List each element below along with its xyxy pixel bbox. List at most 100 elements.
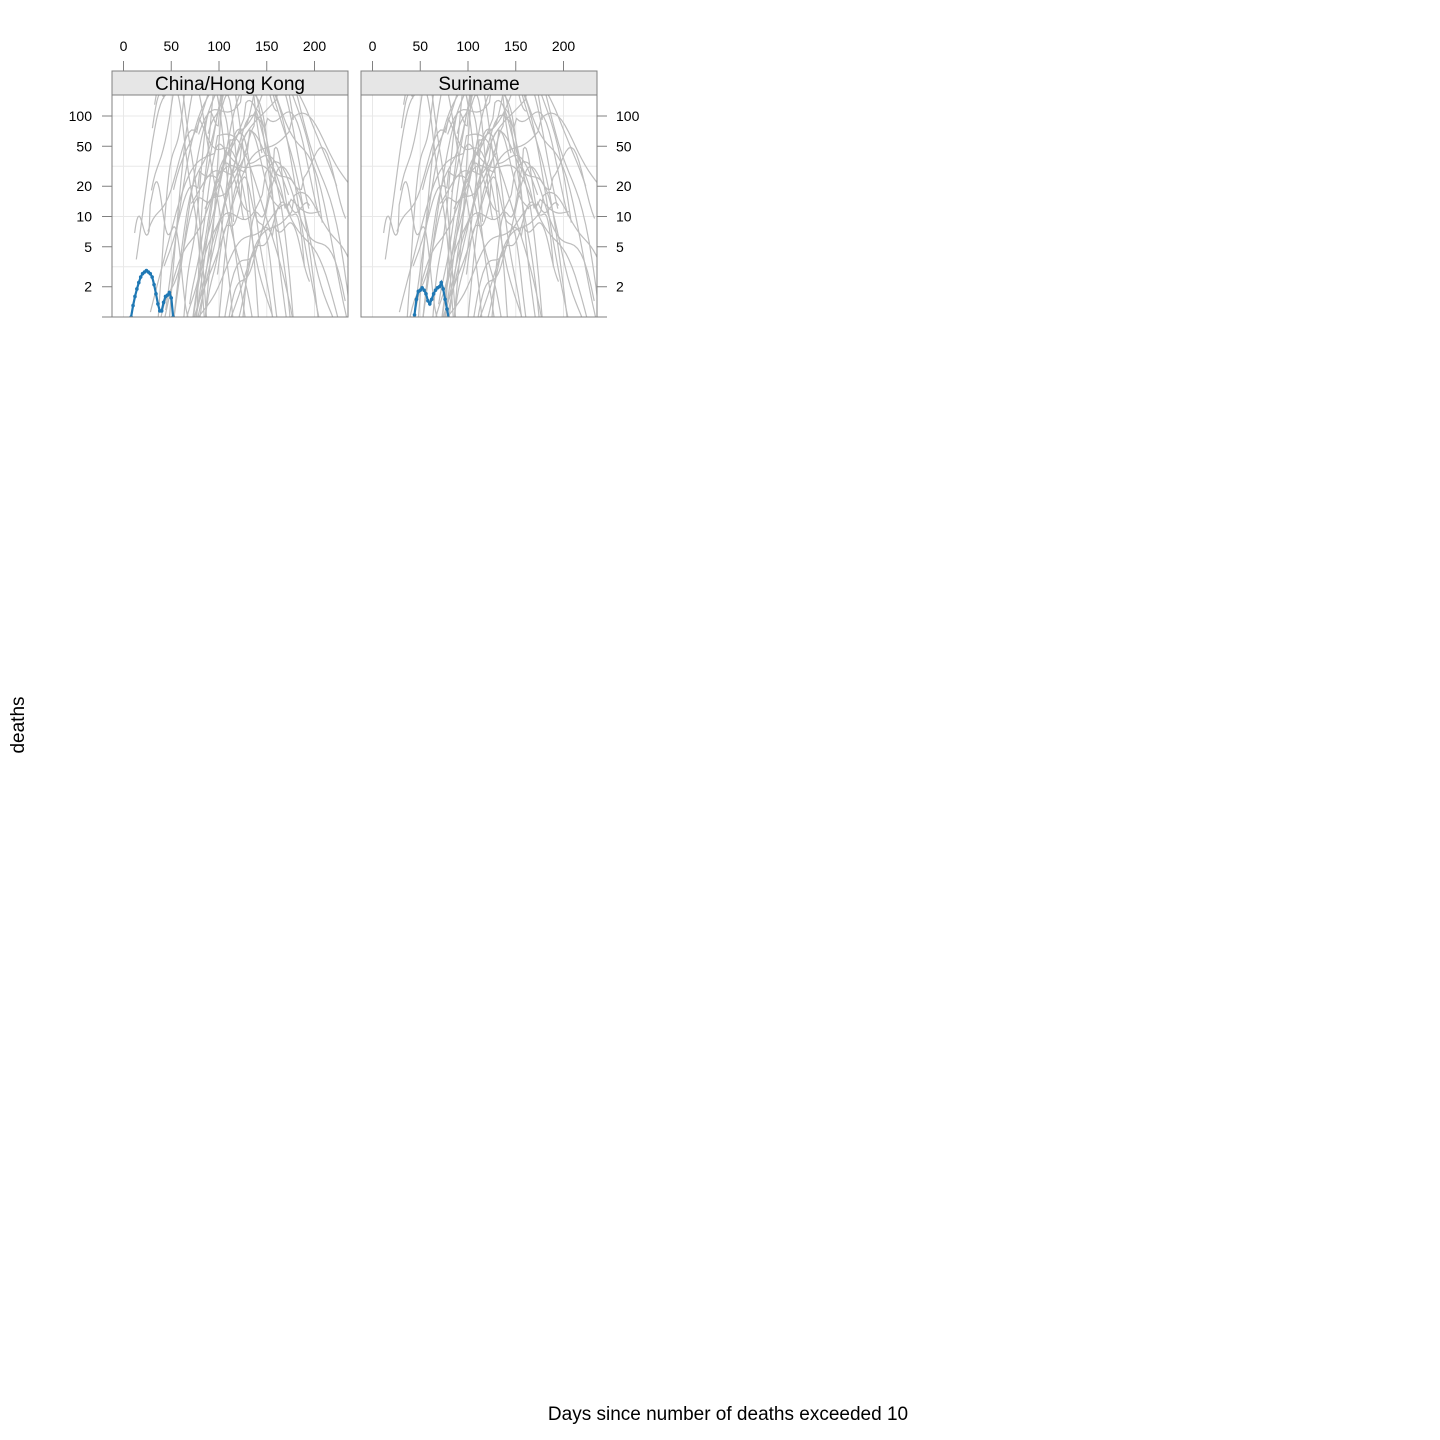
highlight-data-point: [439, 280, 444, 285]
background-series-line: [183, 95, 245, 317]
background-series-group: [134, 95, 348, 317]
panel-strip-label: Suriname: [438, 74, 519, 95]
background-series-line: [228, 222, 311, 317]
panel-strip: [360, 70, 598, 96]
background-series-line: [151, 95, 205, 317]
panel-strip-label: China/Hong Kong: [155, 74, 305, 95]
background-series-line: [453, 130, 583, 317]
highlight-data-point: [447, 317, 451, 321]
background-series-line: [164, 154, 290, 317]
x-axis-title: Days since number of deaths exceeded 10: [548, 1404, 908, 1425]
background-series-line: [438, 132, 523, 317]
panel-2: Suriname 0 50 100 150 200 2 5 10 20 50 100: [360, 38, 640, 321]
background-series-line: [432, 95, 494, 317]
highlight-data-point: [429, 297, 434, 302]
x-tick-label: 150: [255, 38, 279, 54]
background-series-line: [445, 95, 484, 317]
panel-border: [360, 70, 598, 318]
background-series-line: [163, 169, 253, 317]
x-tick-label: 200: [552, 38, 576, 54]
highlight-data-point: [414, 297, 419, 302]
background-series-line: [447, 198, 570, 317]
y-tick-label: 100: [69, 108, 93, 124]
background-series-line: [453, 95, 527, 317]
background-series-line: [453, 95, 512, 317]
x-tick-label: 0: [120, 38, 128, 54]
background-series-line: [192, 95, 310, 317]
highlight-data-point: [169, 296, 174, 300]
background-series-line: [204, 95, 278, 317]
y-tick-label: 2: [616, 279, 624, 295]
background-series-line: [204, 130, 334, 317]
background-series-line: [207, 95, 287, 317]
highlight-data-point: [138, 275, 143, 279]
highlight-data-point: [167, 290, 172, 295]
x-tick-label: 50: [412, 38, 428, 54]
background-series-line: [173, 95, 323, 317]
y-tick-label: 10: [616, 209, 632, 225]
y-axis-title: deaths: [8, 696, 29, 753]
background-series-line: [439, 149, 588, 317]
highlight-data-point: [161, 300, 166, 305]
y-tick-label: 50: [76, 138, 92, 154]
y-tick-label: 5: [616, 239, 624, 255]
background-series-line: [154, 95, 208, 317]
background-series-line: [189, 132, 274, 317]
x-tick-label: 0: [369, 38, 377, 54]
background-series-line: [467, 108, 543, 317]
highlight-data-point: [165, 293, 170, 297]
background-series-line: [456, 95, 536, 317]
background-series-line: [198, 95, 348, 317]
x-tick-label: 100: [456, 38, 480, 54]
background-series-line: [198, 198, 321, 317]
background-series-line: [204, 95, 263, 317]
highlight-data-point: [431, 292, 436, 296]
highlight-data-point: [135, 287, 139, 291]
highlight-data-point: [445, 307, 449, 311]
panel-strip: [111, 70, 349, 96]
background-series-line: [487, 200, 560, 317]
background-series-line: [230, 191, 348, 317]
y-tick-label: 10: [76, 209, 92, 225]
background-series-line: [413, 154, 539, 317]
panel-border: [111, 70, 349, 318]
x-tick-label: 100: [207, 38, 231, 54]
background-series-line: [196, 95, 235, 317]
highlight-series-group: [129, 268, 175, 317]
background-series-line: [422, 95, 543, 317]
background-series-line: [477, 222, 560, 317]
highlight-data-point: [441, 287, 445, 291]
panel-1: China/Hong Kong 0 50 100 150 200 2 5 10 20 50 100: [69, 38, 349, 318]
highlight-data-point: [428, 302, 432, 306]
highlight-series-group: [412, 279, 451, 321]
highlight-data-point: [412, 313, 417, 317]
background-series-line: [238, 200, 311, 317]
y-tick-label: 20: [76, 178, 92, 194]
background-series-line: [448, 95, 597, 317]
highlight-data-point: [156, 302, 160, 306]
y-tick-label: 20: [616, 178, 632, 194]
background-series-line: [403, 95, 457, 317]
highlight-data-point: [150, 275, 154, 279]
background-series-group: [383, 95, 597, 317]
background-series-line: [465, 176, 527, 317]
highlight-data-point: [152, 282, 156, 287]
background-series-line: [479, 191, 597, 317]
background-series-line: [192, 111, 320, 317]
background-series-line: [400, 95, 454, 317]
y-tick-label: 50: [616, 138, 632, 154]
highlight-data-point: [443, 297, 447, 302]
y-tick-label: 2: [84, 279, 92, 295]
background-series-line: [435, 129, 530, 317]
background-series-line: [412, 169, 502, 317]
x-tick-label: 150: [504, 38, 528, 54]
highlight-data-point: [133, 294, 137, 299]
y-tick-label: 5: [84, 239, 92, 255]
background-series-line: [186, 129, 281, 317]
background-series-line: [218, 108, 294, 317]
background-series-line: [216, 176, 278, 317]
background-series-line: [199, 95, 348, 317]
background-series-line: [441, 95, 559, 317]
